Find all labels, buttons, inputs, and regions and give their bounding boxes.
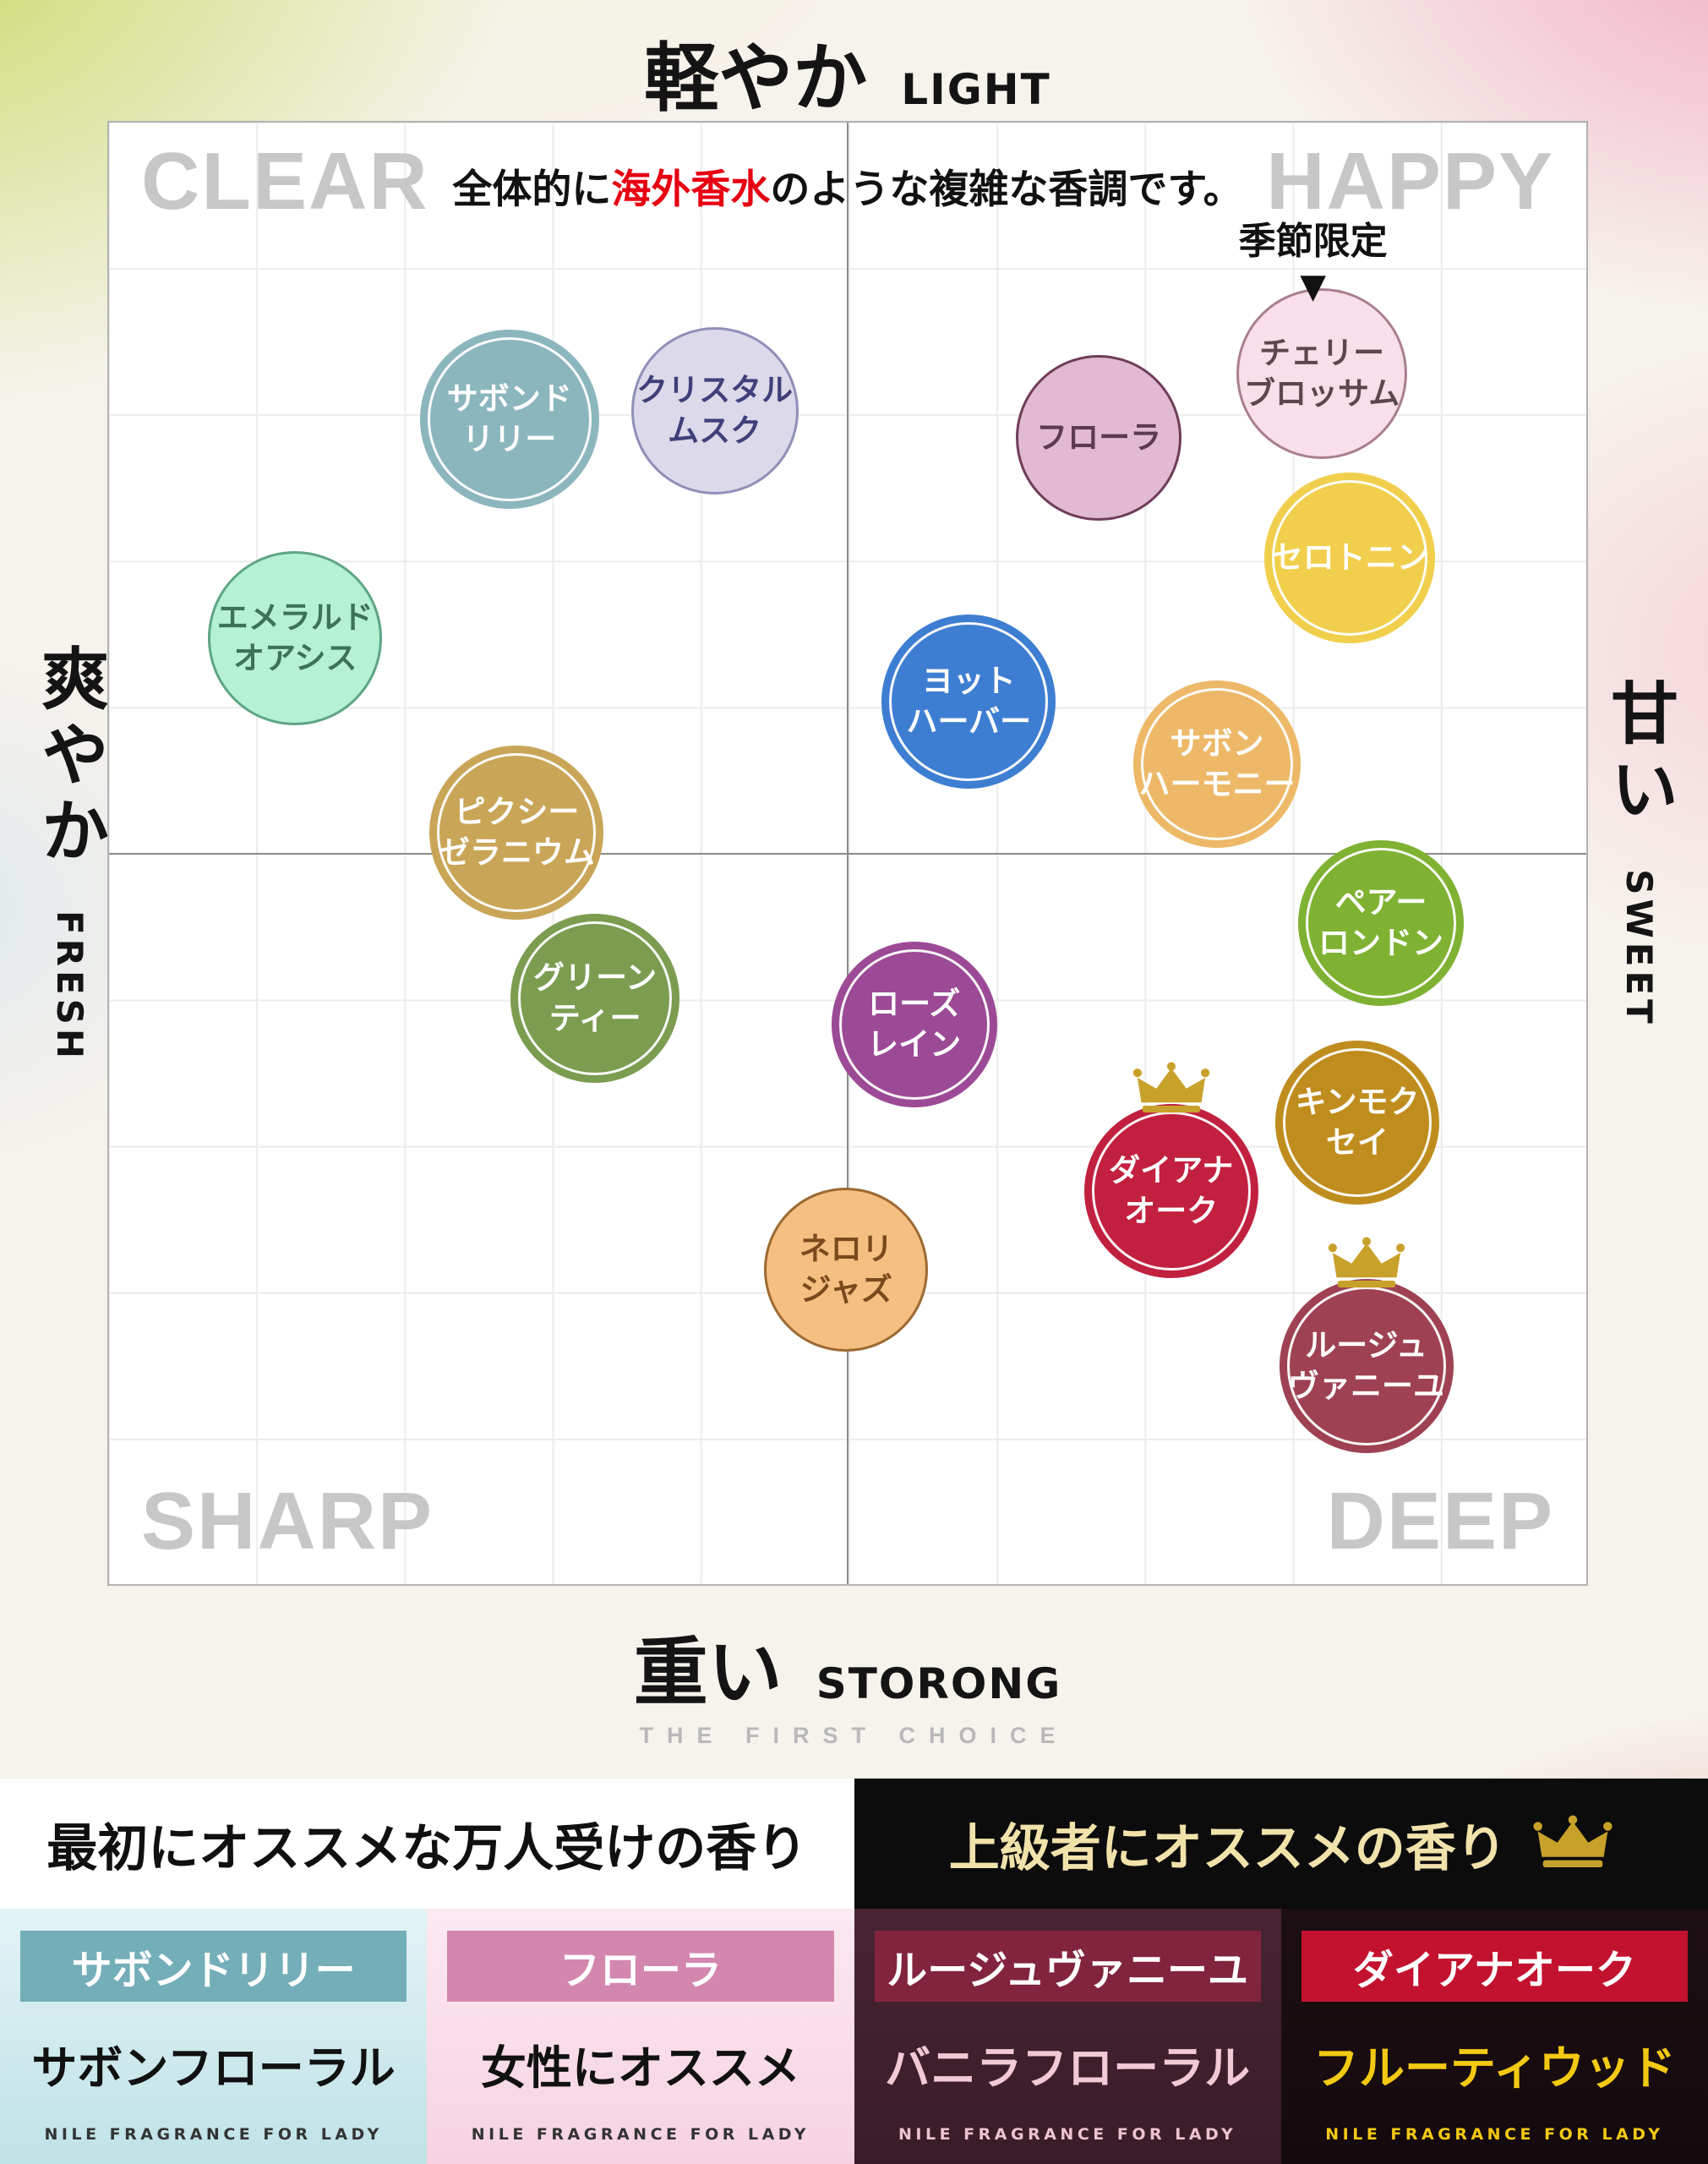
product-card-diana-oak: ダイアナオークフルーティウッド NILE FRAGRANCE FOR LADY xyxy=(1280,1909,1708,2164)
axis-jp-strong: 重い xyxy=(633,1629,783,1716)
bubble-label: エメラルド オアシス xyxy=(216,599,374,677)
product-name-label: ダイアナオーク xyxy=(1301,1931,1688,2002)
fragrance-bubble-rouge-vanille: ルージュ ヴァニーユ xyxy=(1279,1237,1454,1454)
bubble-label: ペアー ロンドン xyxy=(1318,884,1444,962)
product-scent-type: 女性にオススメ xyxy=(480,2041,800,2095)
fragrance-bubble-neroli-jazz: ネロリ ジャズ xyxy=(764,1188,929,1352)
axis-label-strong: 重い STORONG xyxy=(107,1613,1588,1720)
arrow-down-icon: ▼ xyxy=(1300,267,1326,306)
chart-annotation: 全体的に海外香水のような複雑な香調です。 xyxy=(452,156,1242,215)
product-name-label: ルージュヴァニーユ xyxy=(874,1931,1261,2002)
axis-jp-sweet: 甘い xyxy=(1600,678,1678,831)
crown-icon xyxy=(1132,1062,1209,1113)
product-card-flora: フローラ女性にオススメ NILE FRAGRANCE FOR LADY xyxy=(427,1909,854,2164)
quadrant-label-clear: CLEAR xyxy=(141,136,429,227)
bubble-label: ヨット ハーバー xyxy=(906,662,1032,740)
quadrant-label-sharp: SHARP xyxy=(141,1476,434,1566)
product-brand-line: NILE FRAGRANCE FOR LADY xyxy=(44,2125,383,2144)
crown-icon xyxy=(1533,1815,1613,1867)
recommend-section: 最初にオススメな万人受けの香り 上級者にオススメの香り サボンドリリーサボンフロ… xyxy=(0,1779,1708,2164)
fragrance-bubble-savon-lily: サボンド リリー xyxy=(419,329,599,509)
fragrance-bubble-crystal-musk: クリスタル ムスク xyxy=(630,326,799,495)
header-advanced-text: 上級者にオススメの香り xyxy=(948,1818,1507,1878)
product-card-savon-lily: サボンドリリーサボンフローラル NILE FRAGRANCE FOR LADY xyxy=(0,1909,428,2164)
fragrance-bubble-kinmokusei: キンモク セイ xyxy=(1275,1040,1440,1205)
annotation-prefix: 全体的に xyxy=(452,167,612,213)
axis-label-fresh: 爽やか FRESH xyxy=(20,643,118,1063)
bubble-label: グリーン ティー xyxy=(533,959,658,1036)
product-name-label: フローラ xyxy=(447,1931,834,2002)
product-brand-line: NILE FRAGRANCE FOR LADY xyxy=(1325,2125,1664,2144)
bubble-label: フローラ xyxy=(1036,419,1162,456)
axis-label-sweet: 甘い SWEET xyxy=(1590,678,1688,1028)
seasonal-callout: 季節限定 ▼ xyxy=(1239,210,1388,305)
axis-line-horizontal xyxy=(109,852,1586,855)
fragrance-bubble-savon-harmony: サボン ハーモニー xyxy=(1133,680,1301,849)
fragrance-bubble-yacht-harbor: ヨット ハーバー xyxy=(881,614,1056,789)
axis-jp-fresh: 爽やか xyxy=(30,642,109,872)
product-scent-type: サボンフローラル xyxy=(31,2041,396,2095)
annotation-suffix: のような複雑な香調です。 xyxy=(770,167,1243,213)
axis-en-sweet: SWEET xyxy=(1618,869,1660,1028)
axis-en-light: LIGHT xyxy=(901,65,1051,114)
product-name-label: サボンドリリー xyxy=(20,1931,407,2002)
fragrance-quadrant-chart: CLEAR HAPPY SHARP DEEP 全体的に海外香水のような複雑な香調… xyxy=(107,121,1588,1586)
header-beginner: 最初にオススメな万人受けの香り xyxy=(0,1779,854,1909)
axis-en-fresh: FRESH xyxy=(49,910,90,1063)
header-beginner-text: 最初にオススメな万人受けの香り xyxy=(46,1818,808,1878)
bubble-label: サボン ハーモニー xyxy=(1138,724,1296,803)
fragrance-bubble-green-tea: グリーン ティー xyxy=(510,913,680,1083)
recommend-headers: 最初にオススメな万人受けの香り 上級者にオススメの香り xyxy=(0,1779,1708,1909)
fragrance-bubble-pear-london: ペアー ロンドン xyxy=(1298,840,1465,1007)
bubble-label: サボンド リリー xyxy=(446,380,572,457)
fragrance-bubble-emerald-oasis: エメラルド オアシス xyxy=(208,551,383,726)
bubble-label: ルージュ ヴァニーユ xyxy=(1288,1327,1445,1405)
header-crown-slot xyxy=(1532,1815,1613,1872)
bubble-label: ピクシー ゼラニウム xyxy=(438,794,595,872)
bubble-label: ネロリ ジャズ xyxy=(799,1231,893,1309)
seasonal-label: 季節限定 xyxy=(1238,220,1388,263)
annotation-highlight: 海外香水 xyxy=(611,167,771,213)
bubble-label: クリスタル ムスク xyxy=(636,371,794,449)
fragrance-bubble-serotonin: セロトニン xyxy=(1264,473,1436,644)
bubble-label: セロトニン xyxy=(1271,539,1428,577)
product-cards: サボンドリリー サボンフローラル NILE FRAGRANCE FOR LADY フロ… xyxy=(0,1909,1708,2164)
bubble-label: ローズ レイン xyxy=(867,985,962,1063)
fragrance-bubble-flora: フローラ xyxy=(1016,355,1182,522)
product-scent-type: バニラフローラル xyxy=(885,2041,1251,2095)
product-card-rouge-vanille: ルージュヴァニーユバニラフローラル NILE FRAGRANCE FOR LADY xyxy=(854,1909,1281,2164)
product-scent-type: フルーティウッド xyxy=(1312,2041,1676,2095)
bubble-label: ダイアナ オーク xyxy=(1109,1151,1234,1229)
divider-the-first-choice: THE FIRST CHOICE xyxy=(639,1723,1069,1748)
bubble-label: キンモク セイ xyxy=(1295,1083,1420,1161)
product-brand-line: NILE FRAGRANCE FOR LADY xyxy=(471,2125,810,2144)
axis-jp-light: 軽やか xyxy=(644,35,868,122)
bubble-label: チェリー ブロッサム xyxy=(1243,335,1400,413)
quadrant-label-happy: HAPPY xyxy=(1266,136,1554,227)
product-brand-line: NILE FRAGRANCE FOR LADY xyxy=(898,2125,1237,2144)
header-advanced: 上級者にオススメの香り xyxy=(854,1779,1708,1909)
fragrance-bubble-rose-rain: ローズ レイン xyxy=(831,941,997,1107)
crown-icon xyxy=(1328,1237,1405,1288)
fragrance-bubble-cherry-blossom: チェリー ブロッサム xyxy=(1236,288,1408,460)
fragrance-bubble-diana-oak: ダイアナ オーク xyxy=(1083,1062,1258,1278)
axis-en-strong: STORONG xyxy=(816,1659,1062,1708)
axis-label-light: 軽やか LIGHT xyxy=(107,19,1588,126)
fragrance-bubble-pixie-geranium: ピクシー ゼラニウム xyxy=(429,746,604,921)
quadrant-label-deep: DEEP xyxy=(1326,1476,1554,1566)
